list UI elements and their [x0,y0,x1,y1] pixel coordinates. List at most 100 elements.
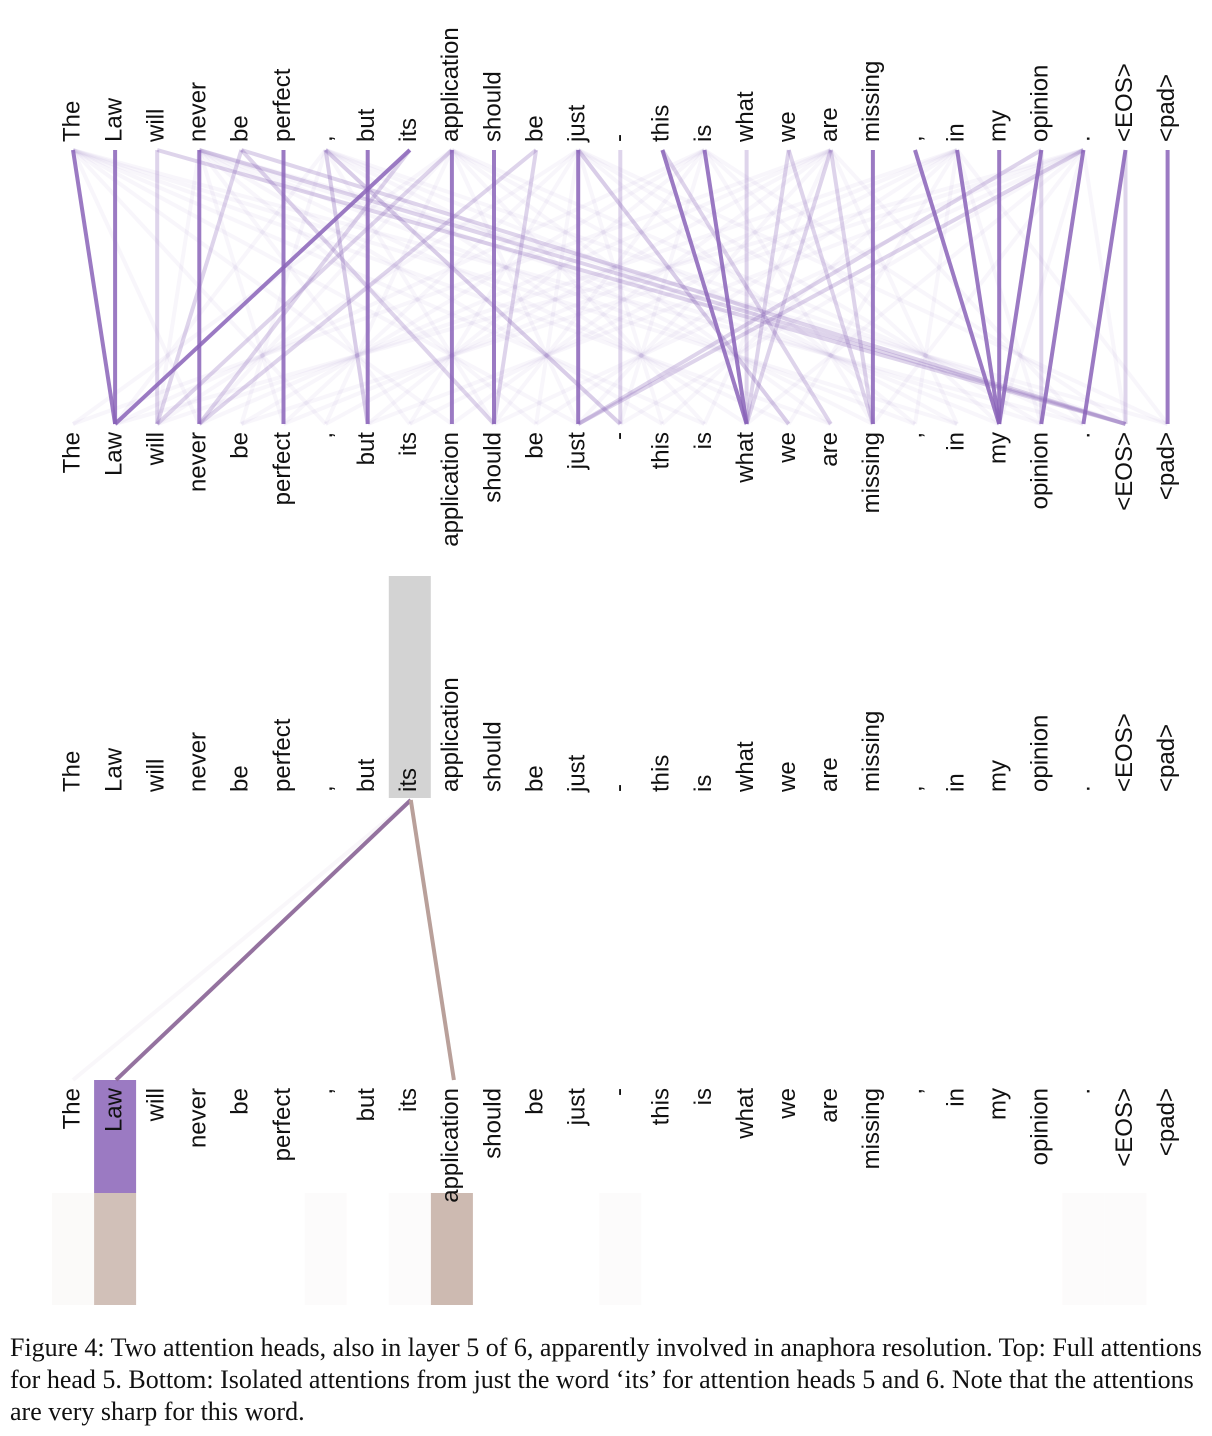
bottom-token-target: never [185,1088,212,1148]
attention-link-faint [324,148,874,426]
head6-cell [305,1193,347,1305]
top-token-source: <EOS> [1111,63,1138,142]
bottom-tokens-lower: The Law will never be perfect, but its applicati… [58,1087,1180,1202]
attention-link-faint [535,148,959,426]
attention-link-faint [703,148,1001,426]
attention-link-strong [1081,149,1128,425]
attention-link-faint [156,148,958,426]
attention-link-faint [577,148,1043,426]
bottom-token-target: will [143,1088,170,1122]
top-token-target: be [227,432,254,459]
bottom-heat-cells [52,576,641,1305]
bottom-token-target: in [942,1088,969,1107]
bottom-attention-lines [71,798,456,1082]
attention-link-medium [198,148,1127,426]
attention-link-faint [913,149,960,425]
bottom-token-target: application [437,1088,464,1203]
top-token-source: its [395,118,422,142]
top-token-target: this [648,432,675,469]
top-token-source: this [648,105,675,142]
top-token-source: opinion [1027,65,1054,142]
attention-link-faint [619,148,1085,426]
top-token-target: should [479,432,506,503]
top-token-target: <pad> [1153,432,1180,500]
bottom-token-target: this [648,1088,675,1125]
bottom-token-source: The [58,751,85,792]
attention-link-faint [114,148,706,426]
bottom-token-source: - [606,784,633,792]
top-token-source: what [732,91,759,143]
bottom-token-target: Law [100,1087,127,1132]
bottom-token-source: , [311,785,338,792]
attention-link-medium [240,148,1127,426]
bottom-token-source: be [521,765,548,792]
top-token-source: be [521,115,548,142]
bottom-token-target: <EOS> [1111,1088,1138,1167]
bottom-token-target: just [564,1088,591,1127]
bottom-token-source: perfect [269,718,296,792]
top-token-target: application [437,432,464,547]
top-token-source: but [353,108,380,142]
bottom-token-target: my [985,1088,1012,1120]
bottom-token-source: just [564,754,591,793]
bottom-token-source: never [185,732,212,792]
top-token-target: opinion [1027,432,1054,509]
top-token-source: will [143,109,170,143]
head6-cell [94,1193,137,1305]
attention-link-strong [702,149,749,425]
top-token-target: . [1069,432,1096,439]
top-token-target: its [395,432,422,456]
top-token-source: perfect [269,68,296,142]
top-token-target: what [732,432,759,484]
top-token-target: is [690,432,717,449]
attention-link-faint [324,148,1000,426]
bottom-token-source: , [900,785,927,792]
top-token-source: never [185,82,212,142]
bottom-token-target: its [395,1088,422,1112]
top-token-source: <pad> [1153,74,1180,142]
top-token-target: , [311,432,338,439]
attention-link-faint [197,149,286,425]
top-token-target: be [521,432,548,459]
head5-link [114,798,413,1082]
top-token-source: is [690,125,717,142]
bottom-token-target: we [774,1088,801,1120]
top-token-target: but [353,432,380,466]
attention-link-faint [661,148,959,426]
attention-link-strong [660,149,749,425]
bottom-token-source: we [774,761,801,793]
top-token-target: , [900,432,927,439]
attention-link-faint [282,148,958,426]
attention-link-medium [660,148,833,426]
bottom-token-target: opinion [1027,1088,1054,1165]
bottom-token-source: its [395,768,422,792]
attention-link-faint [240,148,706,426]
top-token-source: should [479,71,506,142]
attention-link-medium [156,148,1127,426]
bottom-token-target: , [900,1088,927,1095]
bottom-token-target: missing [858,1088,885,1169]
bottom-token-source: in [942,773,969,792]
bottom-token-source: is [690,775,717,792]
attention-link-faint [745,148,1085,426]
bottom-token-target: <pad> [1153,1088,1180,1156]
bottom-token-source: . [1069,785,1096,792]
attention-link-strong [955,149,1002,425]
attention-link-faint [828,149,959,425]
top-tokens-lower: The Law will never be perfect, but its applicati… [58,431,1180,546]
figure-caption: Figure 4: Two attention heads, also in l… [10,1333,1202,1426]
head6-cell [52,1193,94,1305]
top-token-source: . [1069,135,1096,142]
attention-link-faint [450,149,581,425]
attention-link-faint [492,148,707,426]
attention-link-medium [828,149,875,425]
bottom-token-target: are [816,1088,843,1123]
head6-cell [599,1193,641,1305]
bottom-token-source: be [227,765,254,792]
attention-link-faint [323,149,370,425]
attention-link-faint [702,149,833,425]
bottom-token-target: but [353,1088,380,1122]
bottom-token-source: <EOS> [1111,713,1138,792]
attention-link-medium [155,148,454,426]
attention-link-faint [197,148,412,426]
